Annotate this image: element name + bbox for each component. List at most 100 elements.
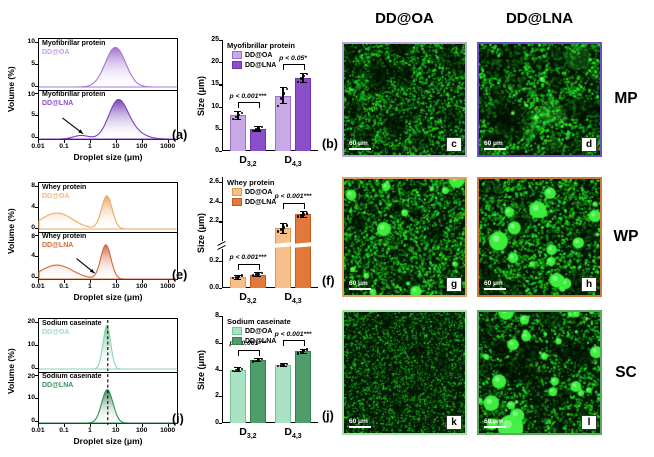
y-tick-label: 2	[215, 392, 219, 400]
subplot-title: Whey protein DD@OA	[42, 184, 86, 201]
category-base: D	[284, 426, 292, 438]
data-point-dot	[299, 350, 303, 354]
scale-bar-line	[349, 426, 371, 428]
y-tick-mark	[35, 256, 38, 257]
y-tick-mark	[219, 84, 222, 86]
confocal-image	[344, 179, 465, 295]
scale-bar-line	[349, 148, 371, 150]
subplot-DD@OA	[39, 39, 177, 90]
y-tick-label: 0	[215, 419, 219, 426]
data-point-dot	[237, 113, 241, 117]
significance-label: p < 0.001***	[274, 330, 312, 338]
y-tick-label: 25	[211, 36, 219, 43]
error-bar-cap	[234, 110, 242, 113]
x-tick-label: 0.1	[59, 427, 69, 434]
x-tick-mark	[89, 140, 91, 143]
confocal-image	[344, 312, 465, 433]
data-point-dot	[302, 349, 306, 353]
data-point-dot	[257, 272, 261, 276]
subplot-title: Myofibrillar protein DD@OA	[42, 40, 105, 57]
protein-name-label: Whey protein	[42, 184, 87, 191]
legend-entry-DD@LNA: DD@LNA	[232, 198, 276, 206]
error-bar-cap	[299, 210, 307, 213]
y-tick-mark	[219, 423, 222, 425]
y-tick-label: 15	[211, 80, 219, 88]
bar-DD@LNA-D43	[295, 351, 312, 423]
bar-DD@OA-D43	[275, 228, 292, 288]
y-tick-label: 0.2	[209, 257, 219, 265]
legend-label: DD@OA	[245, 188, 273, 196]
sample-name-label: DD@OA	[42, 328, 70, 336]
y-tick-mark	[35, 228, 38, 229]
scale-bar-line	[484, 148, 506, 150]
x-axis-label: Droplet size (μm)	[73, 436, 143, 446]
scale-bar-label: 60 μm	[484, 417, 503, 425]
legend-label: DD@LNA	[245, 198, 277, 206]
confocal-image	[344, 44, 465, 155]
data-point-dot	[276, 364, 280, 368]
y-tick-label: 2.2	[209, 217, 219, 225]
y-tick-label: 0.0	[209, 284, 219, 291]
scale-bar-label: 60 μm	[349, 139, 368, 147]
y-tick-label: 4	[31, 203, 35, 210]
panel-letter: d	[581, 137, 597, 152]
legend-swatch	[232, 327, 242, 335]
data-point-dot	[276, 229, 280, 233]
y-tick-label: 0	[215, 147, 219, 154]
category-subscript: 3,2	[246, 161, 257, 169]
legend-label: DD@OA	[245, 327, 273, 335]
panel-letter: (j)	[322, 409, 334, 423]
x-tick-label: 0.01	[31, 427, 45, 434]
axis-lines	[222, 316, 318, 423]
scale-bar: 60 μm	[484, 140, 506, 150]
legend-swatch	[232, 188, 242, 196]
data-point-dot	[240, 367, 244, 371]
panel-letter: k	[446, 415, 462, 430]
y-tick-label: 10	[211, 102, 219, 110]
data-point-dot	[260, 125, 264, 129]
legend-entry-DD@OA: DD@OA	[232, 188, 272, 196]
x-category-label: D4,3	[271, 426, 315, 440]
error-bar-cap	[299, 81, 307, 83]
x-tick-mark	[167, 280, 169, 283]
bar-DD@LNA-D32	[249, 128, 266, 151]
error-bar-cap	[234, 367, 242, 369]
x-tick-mark	[38, 424, 39, 427]
y-tick-mark	[35, 322, 38, 323]
x-tick-label: 10	[111, 143, 120, 150]
y-tick-mark	[35, 42, 38, 43]
sample-name-label: DD@OA	[42, 48, 70, 56]
protein-name-label: Sodium caseinate	[42, 320, 102, 327]
protein-name-label: Whey protein	[42, 233, 87, 240]
panel-letter: (f)	[322, 274, 335, 288]
axis-lines	[222, 177, 318, 288]
category-subscript: 4,3	[291, 433, 302, 441]
subplot-DD@OA	[38, 183, 177, 232]
x-tick-mark	[38, 140, 39, 143]
data-point-dot	[254, 128, 258, 131]
x-tick-label: 1	[87, 283, 92, 290]
legend-entry-DD@LNA: DD@LNA	[232, 337, 276, 345]
data-point-dot	[305, 212, 309, 215]
category-subscript: 3,2	[246, 298, 257, 306]
x-tick-label: 100	[136, 143, 148, 150]
y-axis-label: Volume (%)	[6, 66, 16, 112]
data-point-dot	[285, 224, 289, 227]
x-tick-label: 0.1	[59, 283, 69, 290]
x-category-label: D4,3	[271, 154, 315, 168]
data-point-dot	[279, 97, 283, 100]
error-bar-cap	[254, 125, 262, 128]
micrograph-sc-dd-lna: 60 μm l	[477, 310, 602, 435]
error-bar-cap	[254, 275, 262, 277]
column-header-dd-lna: DD@LNA	[505, 10, 574, 27]
subplot-DD@LNA	[38, 232, 177, 282]
data-point-dot	[240, 111, 244, 115]
axis-lines	[222, 40, 318, 151]
x-tick-label: 1	[87, 143, 92, 150]
data-point-dot	[282, 226, 286, 229]
error-bar-cap	[299, 348, 307, 351]
error-bar-cap	[234, 370, 242, 372]
data-point-dot	[254, 359, 258, 363]
y-tick-mark	[35, 207, 38, 208]
error-bar-cap	[234, 274, 242, 276]
